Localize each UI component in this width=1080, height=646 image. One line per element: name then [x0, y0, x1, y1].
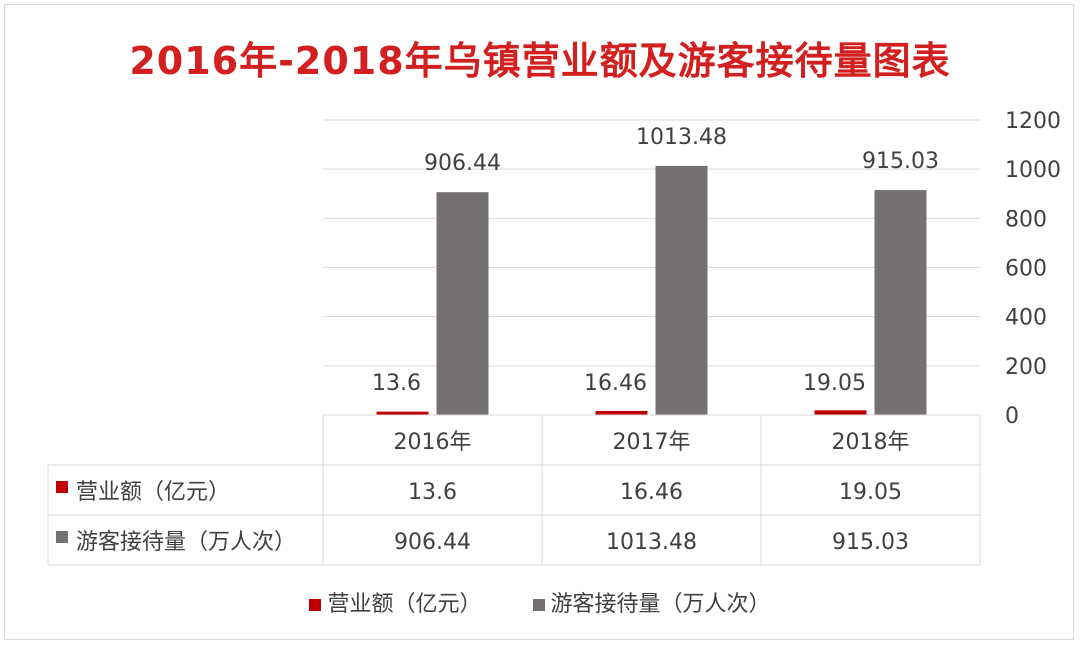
- table-cell: 915.03: [832, 530, 909, 555]
- table-cell: 16.46: [620, 480, 683, 505]
- y-tick-label: 1200: [1005, 109, 1061, 134]
- y-tick-label: 800: [1005, 207, 1047, 232]
- category-label: 2016年: [394, 430, 472, 455]
- table-cell: 906.44: [394, 530, 471, 555]
- legend-label-visitors: 游客接待量（万人次）: [550, 592, 771, 617]
- y-tick-label: 200: [1005, 355, 1047, 380]
- legend-swatch-revenue: [309, 599, 322, 611]
- legend: 营业额（亿元） 游客接待量（万人次）: [0, 586, 1080, 618]
- bar-visitors: [436, 192, 489, 415]
- category-label: 2018年: [832, 430, 910, 455]
- data-label-revenue: 13.6: [372, 371, 421, 396]
- table-cell: 13.6: [408, 480, 457, 505]
- chart-title: 2016年-2018年乌镇营业额及游客接待量图表: [129, 39, 951, 83]
- y-tick-label: 400: [1005, 306, 1047, 331]
- table-cell: 19.05: [839, 480, 902, 505]
- y-tick-label: 1000: [1005, 158, 1061, 183]
- data-label-visitors: 915.03: [862, 149, 939, 174]
- table-legend-swatch: [56, 481, 68, 493]
- chart-frame: [4, 4, 1074, 640]
- table-legend-swatch: [56, 531, 68, 543]
- bar-revenue: [814, 410, 867, 415]
- legend-item-revenue: 营业额（亿元）: [309, 586, 482, 618]
- data-label-visitors: 1013.48: [636, 125, 727, 150]
- legend-item-visitors: 游客接待量（万人次）: [532, 586, 771, 618]
- bar-revenue: [376, 411, 429, 415]
- y-tick-label: 600: [1005, 257, 1047, 282]
- bar-visitors: [874, 190, 927, 415]
- category-label: 2017年: [613, 430, 691, 455]
- bar-visitors: [655, 165, 708, 415]
- y-tick-label: 0: [1005, 404, 1019, 429]
- bar-revenue: [595, 410, 648, 415]
- legend-label-revenue: 营业额（亿元）: [327, 592, 482, 617]
- legend-swatch-visitors: [532, 599, 545, 611]
- table-row-label: 游客接待量（万人次）: [76, 530, 296, 555]
- data-label-visitors: 906.44: [424, 151, 501, 176]
- data-label-revenue: 19.05: [803, 371, 866, 396]
- table-cell: 1013.48: [606, 530, 697, 555]
- data-label-revenue: 16.46: [584, 371, 647, 396]
- table-row-label: 营业额（亿元）: [76, 480, 230, 505]
